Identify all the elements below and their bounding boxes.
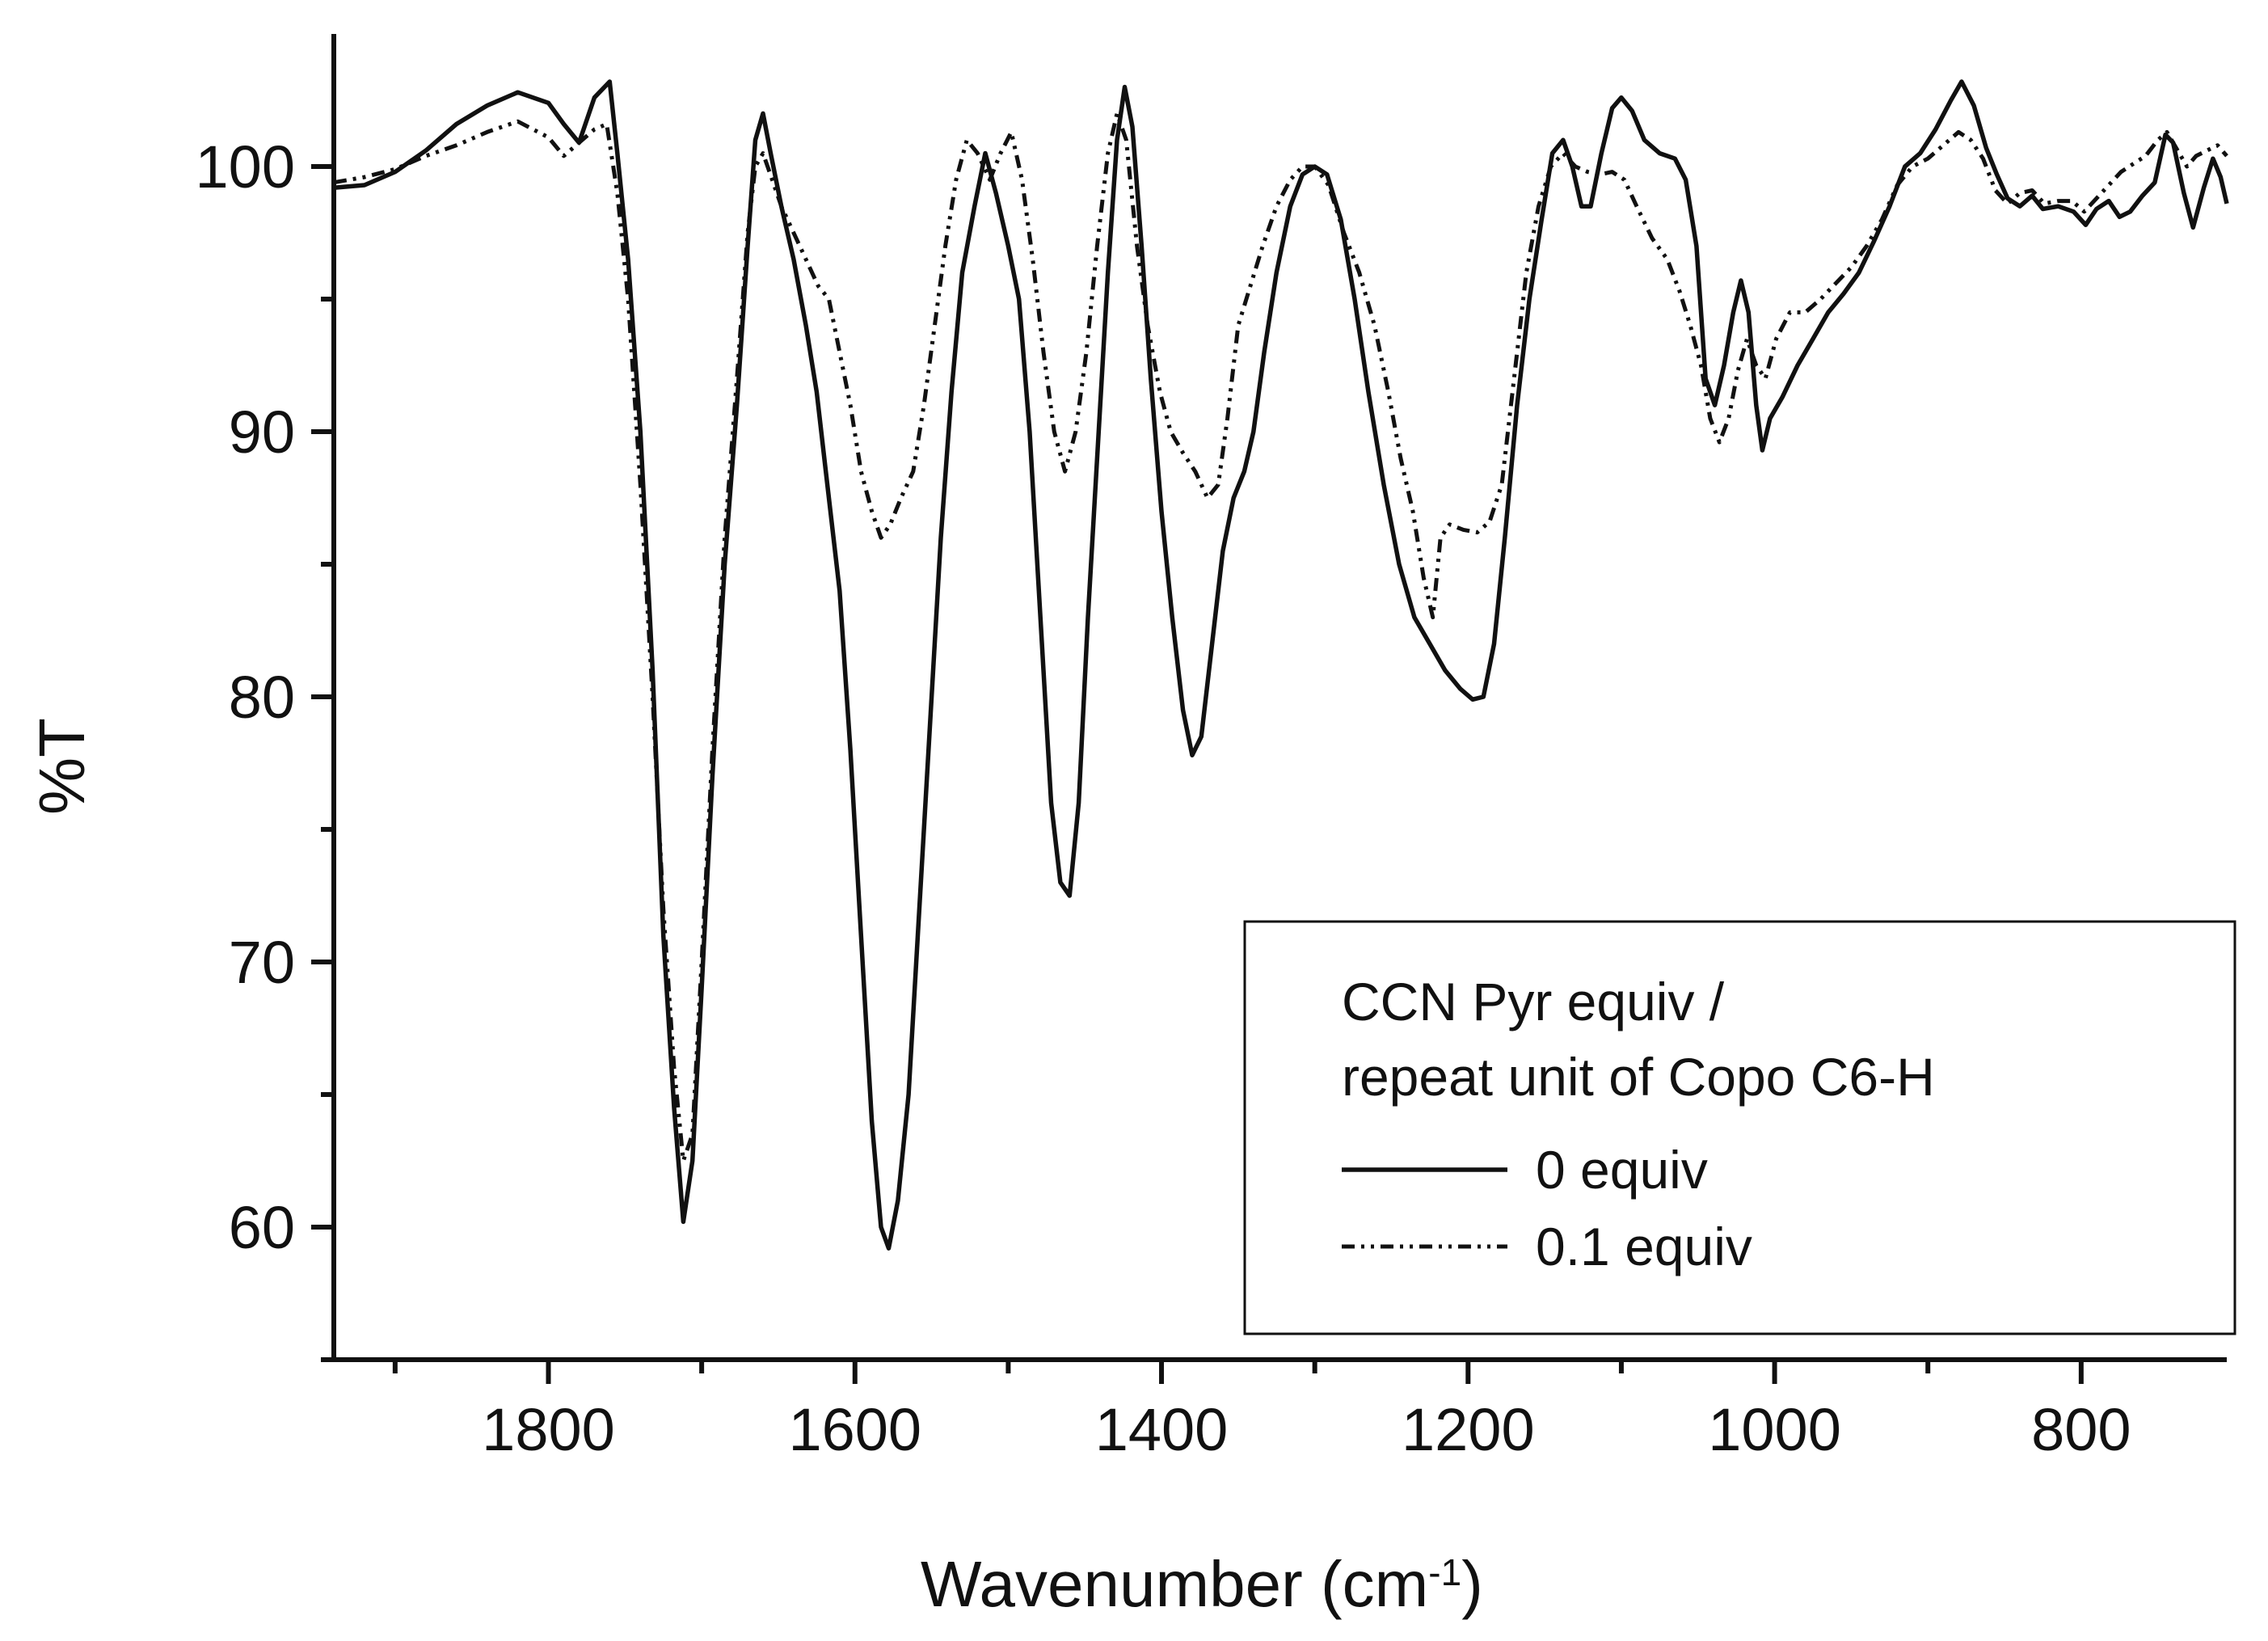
series-line-0-equiv xyxy=(333,79,2229,1251)
x-tick-label-1600: 1600 xyxy=(788,1396,921,1463)
legend-title-line1: CCN Pyr equiv / xyxy=(1342,972,1725,1031)
x-tick-label-1000: 1000 xyxy=(1708,1396,1841,1463)
ticks-layer: 1800 1600 1400 1200 1000 800 60 70 80 90 100 xyxy=(196,133,2131,1463)
legend-box xyxy=(1243,920,2236,1335)
x-tick-label-1400: 1400 xyxy=(1095,1396,1229,1463)
legend-title-line2: repeat unit of Copo C6-H xyxy=(1342,1047,1935,1107)
y-tick-label-60: 60 xyxy=(229,1194,295,1261)
y-tick-label-100: 100 xyxy=(196,133,295,200)
x-axis-title-superscript: -1 xyxy=(1428,1551,1461,1593)
x-tick-label-1200: 1200 xyxy=(1402,1396,1535,1463)
series-layer xyxy=(333,79,2229,1251)
y-tick-label-80: 80 xyxy=(229,664,295,731)
y-tick-label-70: 70 xyxy=(229,929,295,996)
y-axis-title: %T xyxy=(26,718,98,815)
legend: CCN Pyr equiv / repeat unit of Copo C6-H… xyxy=(1243,920,2236,1335)
y-tick-label-90: 90 xyxy=(229,399,295,466)
x-axis-title-close: ) xyxy=(1461,1548,1483,1620)
x-tick-label-800: 800 xyxy=(2031,1396,2131,1463)
x-tick-label-1800: 1800 xyxy=(482,1396,615,1463)
series-line-0-1-equiv xyxy=(333,111,2228,1163)
x-axis-title: Wavenumber (cm-1) xyxy=(921,1548,1483,1620)
legend-label-0-equiv: 0 equiv xyxy=(1536,1140,1708,1200)
legend-label-0-1-equiv: 0.1 equiv xyxy=(1536,1217,1752,1276)
x-axis-title-main: Wavenumber (cm xyxy=(921,1548,1428,1620)
